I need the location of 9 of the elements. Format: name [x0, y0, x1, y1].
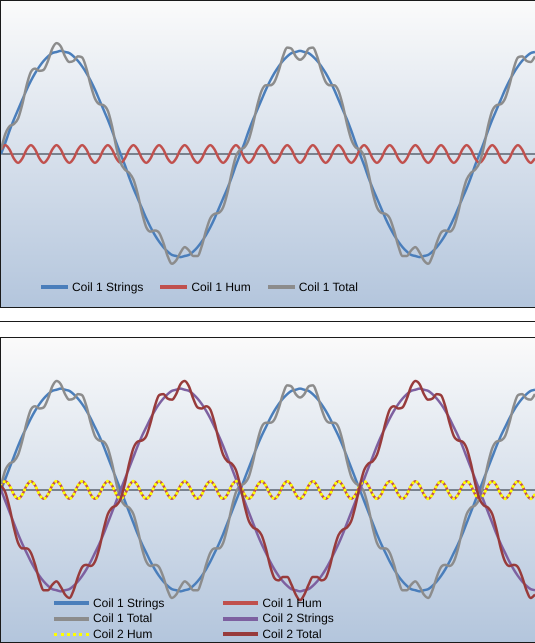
legend-label: Coil 1 Hum [262, 596, 322, 611]
legend-label: Coil 1 Strings [72, 280, 144, 295]
legend-label: Coil 1 Total [298, 280, 358, 295]
legend-label: Coil 1 Total [93, 611, 152, 626]
legend-label: Coil 1 Strings [93, 596, 164, 611]
legend-label: Coil 1 Hum [191, 280, 251, 295]
legend-label: Coil 2 Hum [93, 626, 152, 642]
legend-label: Coil 2 Strings [262, 611, 334, 626]
legend-label: Coil 2 Total [262, 626, 322, 642]
